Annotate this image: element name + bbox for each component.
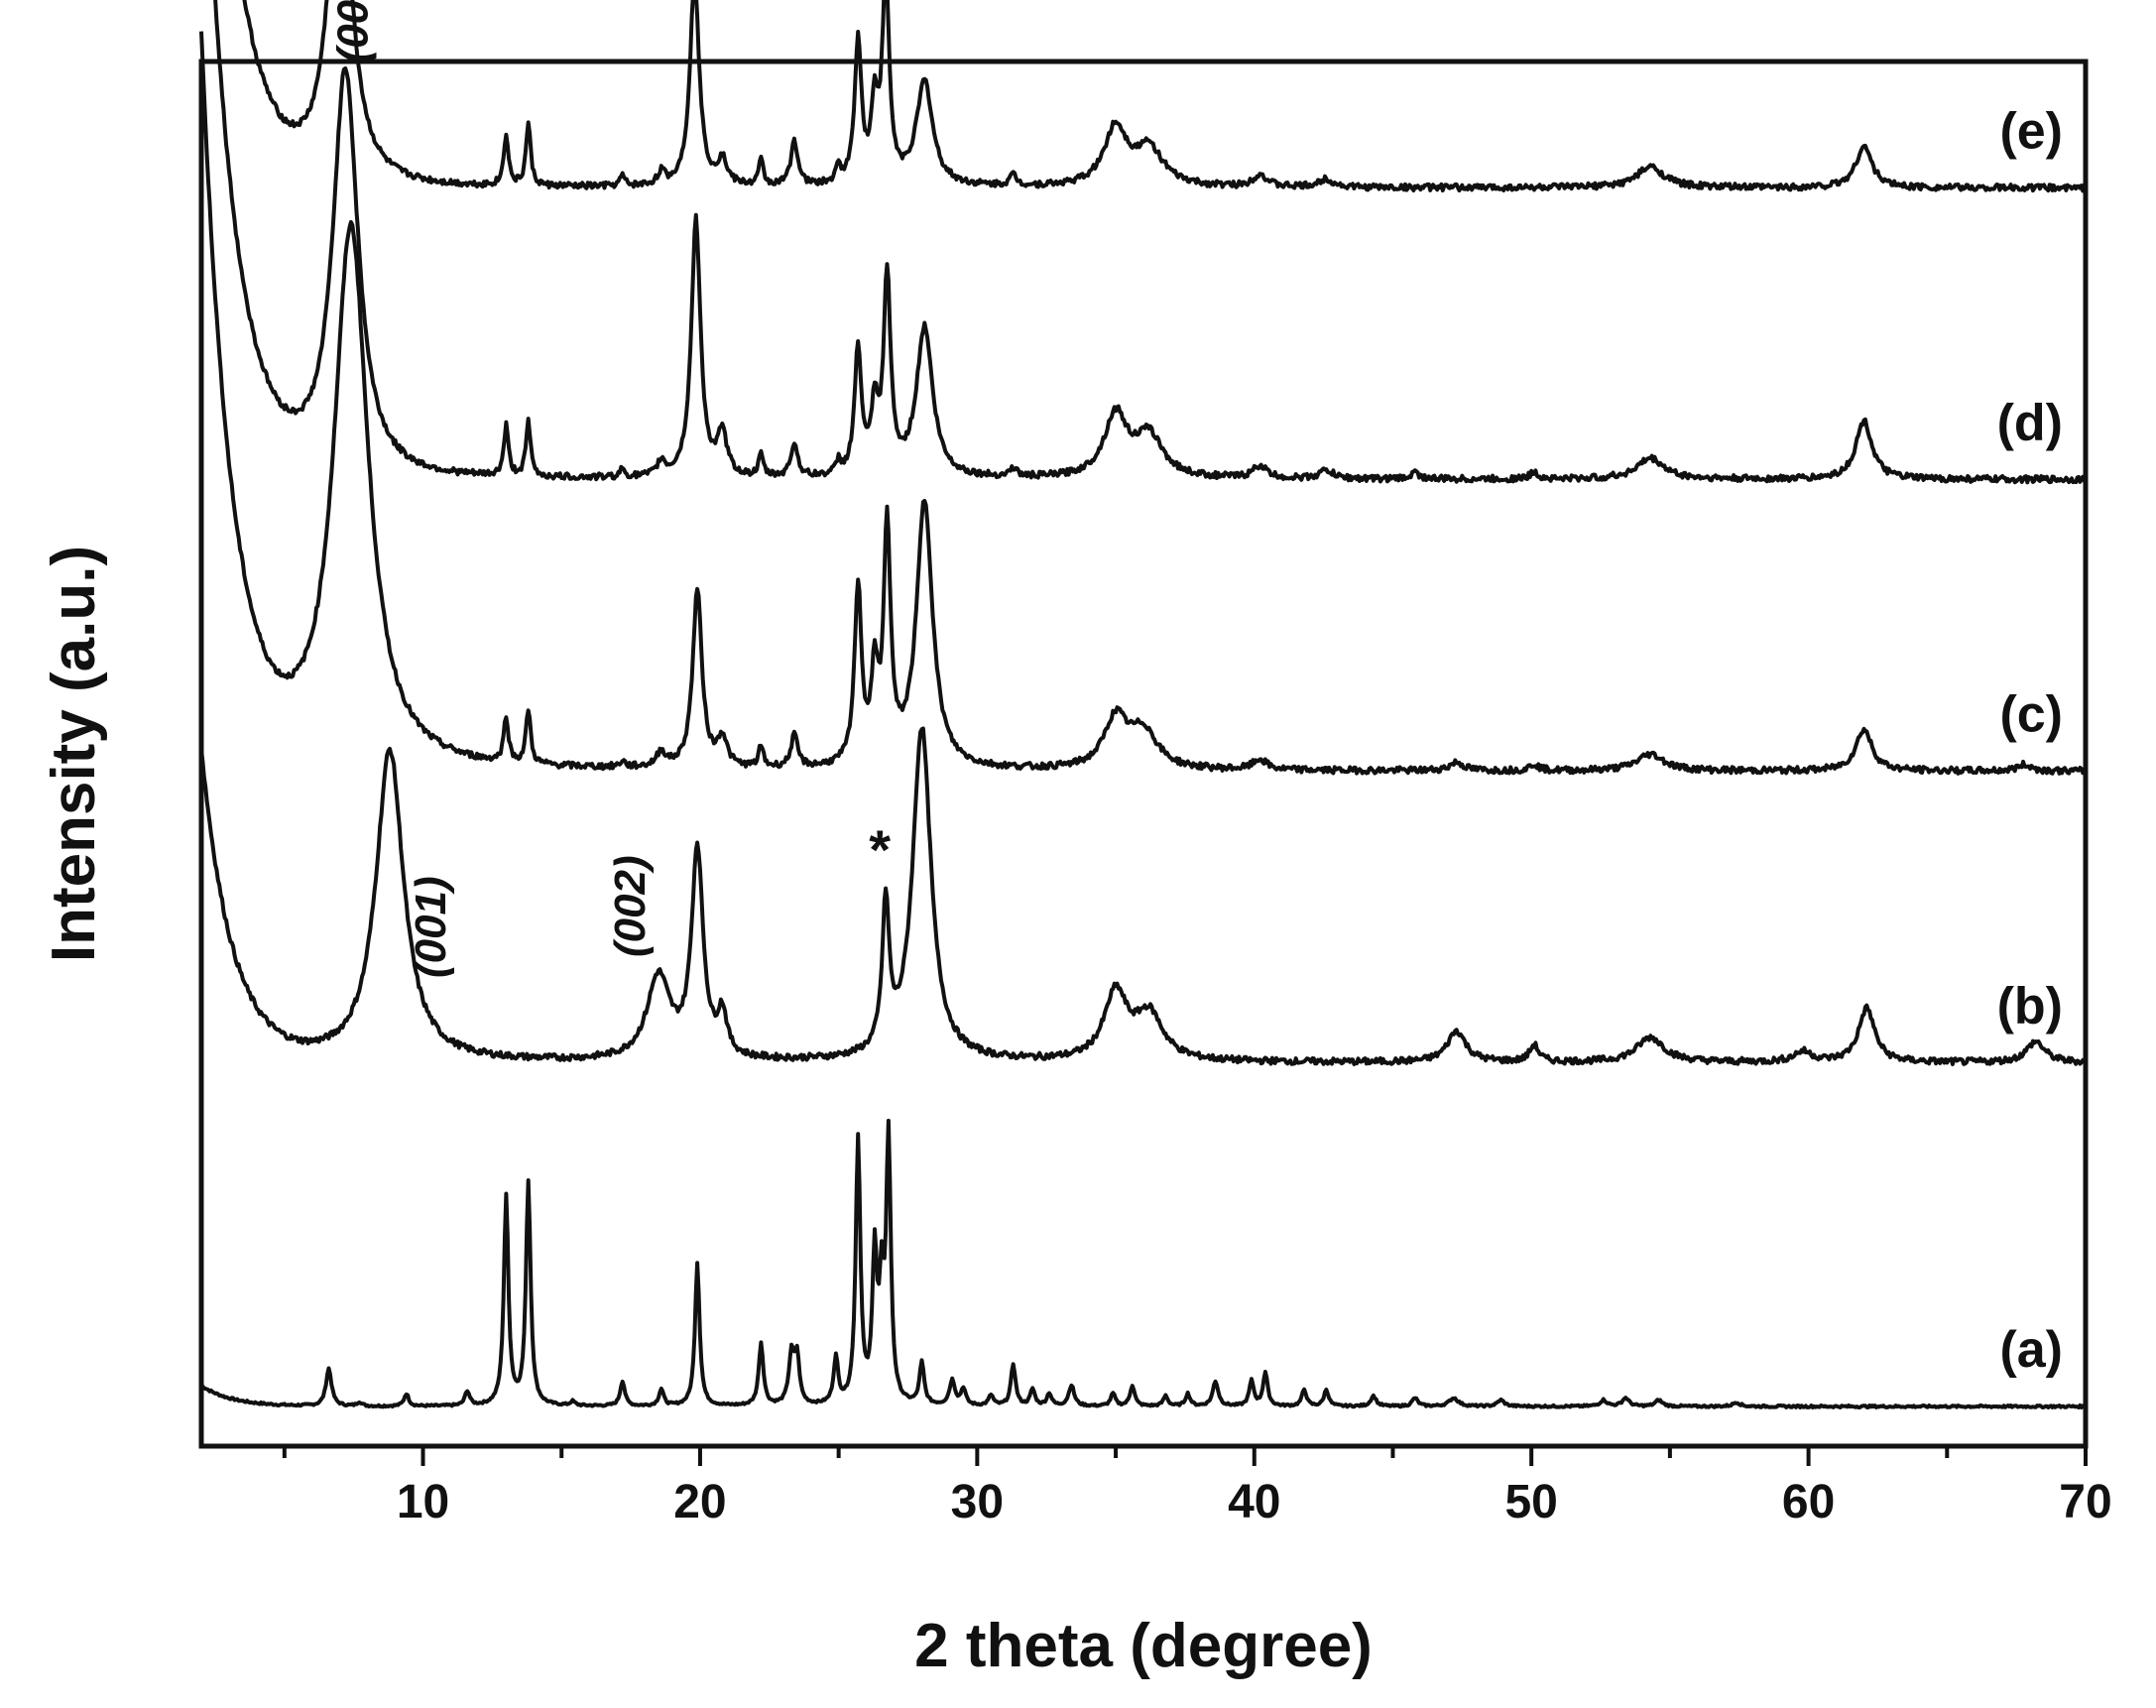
x-tick-label: 70: [2059, 1476, 2111, 1528]
annotation-3: (002): [606, 855, 655, 957]
plot-frame: [198, 59, 2089, 1449]
x-axis-title: 2 theta (degree): [914, 1612, 1373, 1680]
x-tick-label: 40: [1228, 1476, 1280, 1528]
x-tick-label: 30: [951, 1476, 1004, 1528]
series-line-1: [200, 1118, 2087, 1409]
peak-annotations: (001) (001) (002) *: [329, 0, 892, 978]
x-tick-label: 20: [673, 1476, 726, 1528]
series-label-5: (e): [1999, 103, 2063, 161]
series-label-1: (a): [1999, 1321, 2063, 1379]
series-line-2: [199, 726, 2088, 1066]
x-tick-label: 50: [1504, 1476, 1557, 1528]
series-labels: (a) (b) (c) (d) (e): [1997, 103, 2063, 1380]
x-axis-ticks: 10 20 30 40 50 60 70: [282, 1446, 2112, 1528]
series-label-3: (c): [1999, 686, 2063, 744]
series-layer: [199, 0, 2088, 1409]
annotation-star: *: [869, 818, 891, 881]
x-tick-label: 10: [397, 1476, 449, 1528]
x-tick-label: 60: [1782, 1476, 1835, 1528]
series-line-3: [199, 31, 2087, 776]
series-label-2: (b): [1997, 978, 2063, 1036]
annotation-2: (001): [407, 876, 455, 978]
series-line-4: [213, 0, 2088, 485]
series-label-4: (d): [1997, 395, 2063, 452]
y-axis-title: Intensity (a.u.): [40, 546, 108, 962]
series-line-5: [242, 0, 2088, 193]
annotation-1: (001): [329, 0, 378, 62]
